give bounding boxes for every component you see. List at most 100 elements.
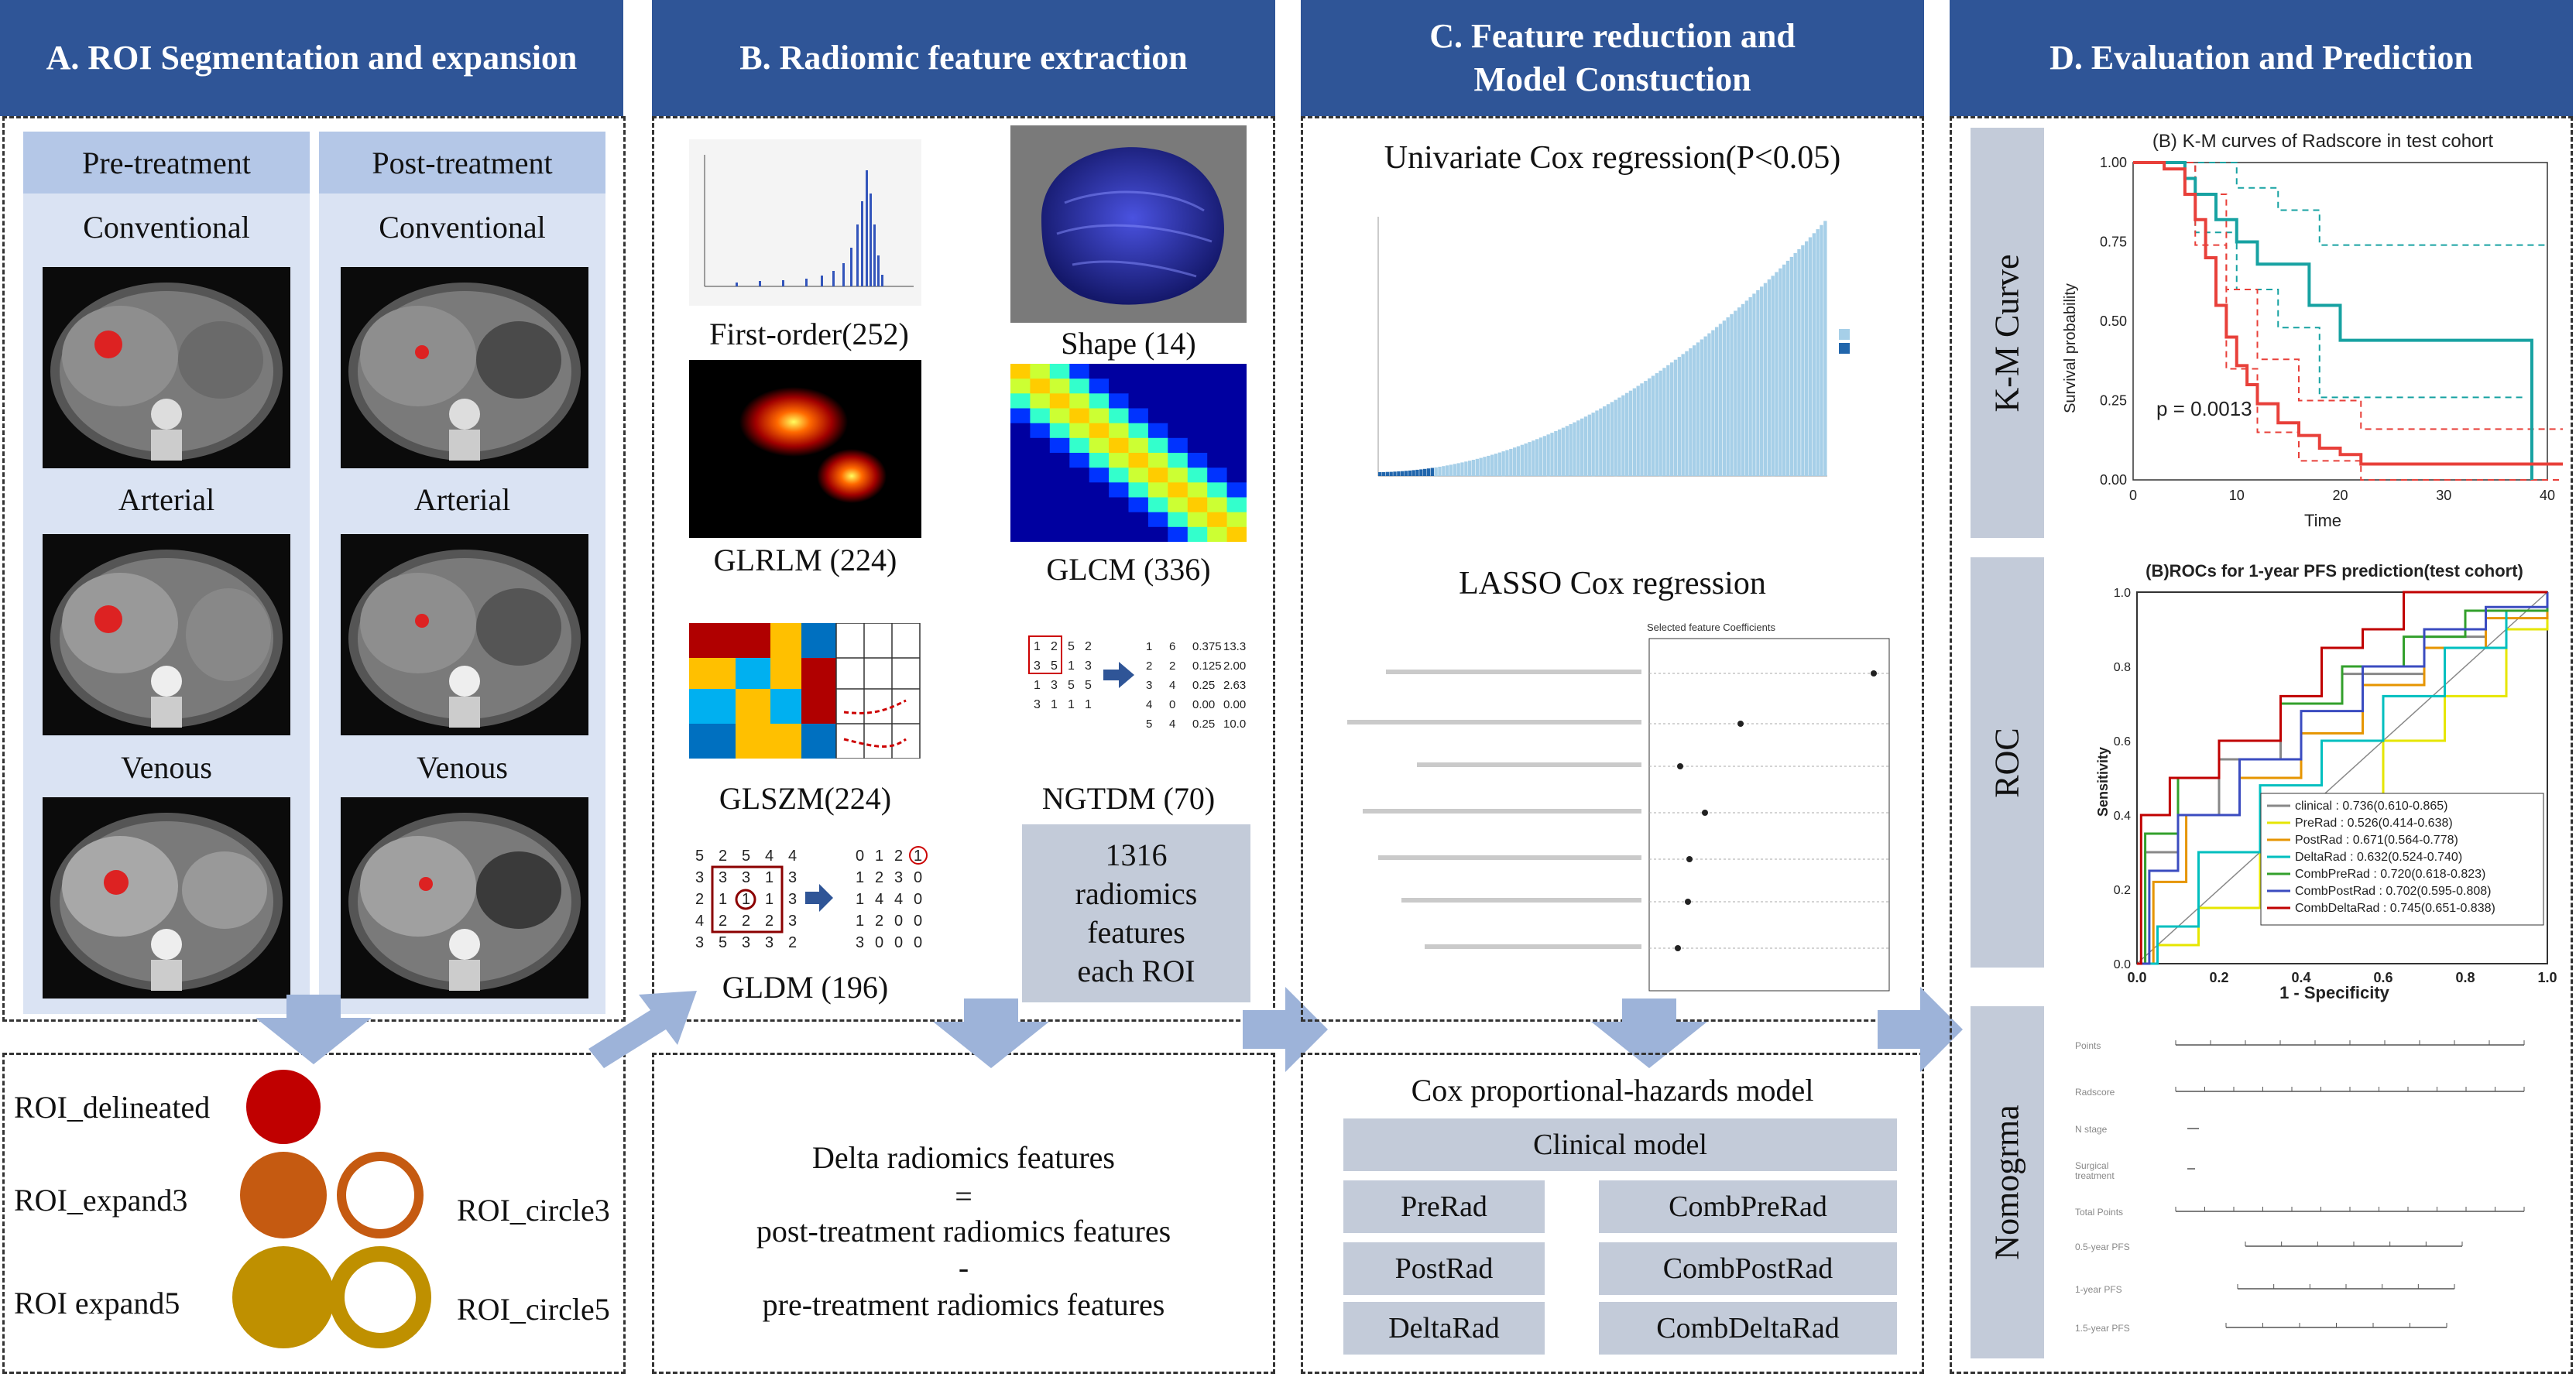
glcm-cell <box>1187 393 1208 409</box>
univariate-bar <box>1752 293 1756 476</box>
glcm-cell <box>1069 408 1090 424</box>
svg-text:0.00: 0.00 <box>1192 698 1215 711</box>
univariate-bar <box>1550 433 1554 476</box>
glcm-cell <box>1128 393 1149 409</box>
glcm-cell <box>1069 364 1090 379</box>
svg-text:5: 5 <box>1068 640 1075 653</box>
univariate-bar <box>1812 233 1816 476</box>
glcm-cell <box>1187 379 1208 394</box>
glcm-cell <box>1187 408 1208 424</box>
glcm-cell <box>1226 526 1247 542</box>
univariate-bar <box>1670 362 1674 476</box>
glcm-cell <box>1089 497 1110 513</box>
glcm-cell <box>1010 482 1031 498</box>
glcm-cell <box>1128 453 1149 468</box>
glcm-cell <box>1226 437 1247 454</box>
post-phase-venous: Venous <box>417 750 508 785</box>
svg-text:Points: Points <box>2075 1040 2101 1051</box>
km-curve-tab-label: K-M Curve <box>1988 253 2026 413</box>
svg-text:0.25: 0.25 <box>1192 718 1215 731</box>
glcm-cell <box>1168 408 1189 424</box>
univariate-bar <box>1700 339 1704 476</box>
km-ytick: 0.00 <box>2100 472 2127 488</box>
glcm-cell <box>1089 482 1110 498</box>
post-treatment-label: Post-treatment <box>319 132 605 194</box>
roc-legend-entry: PostRad : 0.671(0.564-0.778) <box>2295 834 2458 847</box>
svg-text:13.33: 13.33 <box>1223 640 1247 653</box>
univariate-bar <box>1497 452 1502 476</box>
univariate-bar <box>1707 333 1711 476</box>
roc-legend-entry: CombDeltaRad : 0.745(0.651-0.838) <box>2295 902 2495 915</box>
univariate-bar <box>1487 455 1490 476</box>
roc-xtick: 1.0 <box>2537 970 2557 985</box>
svg-text:1: 1 <box>719 891 727 908</box>
glcm-cell <box>1109 512 1129 528</box>
first-order-histogram <box>689 139 921 306</box>
svg-text:3: 3 <box>742 869 750 886</box>
glcm-cell <box>1069 393 1090 409</box>
univariate-bar <box>1711 330 1715 476</box>
roc-curve <box>2137 592 2549 965</box>
delta-pre: pre-treatment radiomics features <box>762 1287 1165 1322</box>
model-combprerad: CombPreRad <box>1599 1180 1897 1233</box>
univariate-bar <box>1621 395 1625 476</box>
univariate-bar <box>1532 440 1535 476</box>
glcm-cell <box>1010 379 1031 394</box>
glcm-cell <box>1128 408 1149 424</box>
svg-text:0: 0 <box>914 913 922 930</box>
univariate-bar <box>1576 420 1580 476</box>
glcm-cell <box>1147 364 1168 379</box>
roc-ytick: 0.0 <box>2114 958 2131 971</box>
svg-text:1: 1 <box>856 869 864 886</box>
glcm-cell <box>1128 512 1149 528</box>
univariate-bar <box>1625 392 1629 476</box>
glcm-cell <box>1010 453 1031 468</box>
glcm-cell <box>1109 468 1129 483</box>
svg-text:5: 5 <box>695 848 704 865</box>
glcm-cell <box>1168 468 1189 483</box>
glcm-cell <box>1168 393 1189 409</box>
univariate-bar <box>1442 466 1446 476</box>
svg-text:5: 5 <box>1068 679 1075 692</box>
pre-treatment-label: Pre-treatment <box>23 132 310 194</box>
glcm-cell <box>1109 364 1129 379</box>
univariate-bar <box>1648 378 1652 476</box>
svg-text:0.125: 0.125 <box>1192 659 1222 673</box>
glcm-cell <box>1128 468 1149 483</box>
lasso-title: LASSO Cox regression <box>1459 566 1766 601</box>
glcm-cell <box>1207 437 1228 454</box>
univariate-bar <box>1685 351 1689 476</box>
univariate-bar <box>1771 276 1775 477</box>
svg-text:1: 1 <box>765 869 773 886</box>
glcm-cell <box>1187 497 1208 513</box>
glcm-cell <box>1147 526 1168 542</box>
shape-label: Shape (14) <box>1061 326 1196 361</box>
svg-text:3: 3 <box>788 913 797 930</box>
univariate-bar <box>1483 457 1487 476</box>
roi-circle3-label: ROI_circle3 <box>457 1193 610 1228</box>
nomogram-tab: Nomogrma <box>1971 1006 2044 1358</box>
panel-b-title-text: B. Radiomic feature extraction <box>739 39 1188 77</box>
univariate-bar <box>1644 381 1648 476</box>
univariate-bar <box>1628 390 1633 476</box>
svg-text:0.25: 0.25 <box>1192 679 1215 692</box>
roc-ytick: 0.8 <box>2114 661 2131 674</box>
glcm-cell <box>1010 512 1031 528</box>
pre-phase-arterial: Arterial <box>118 482 215 517</box>
panel-b-bottom-box <box>652 1053 1275 1374</box>
glcm-cell <box>1226 379 1247 394</box>
univariate-bar <box>1696 342 1700 476</box>
cox-title: Cox proportional-hazards model <box>1411 1073 1814 1108</box>
univariate-bar <box>1411 470 1415 476</box>
glcm-cell <box>1226 364 1247 379</box>
roc-xlabel: 1 - Specificity <box>2279 983 2390 1002</box>
univariate-bar <box>1730 313 1734 476</box>
glcm-cell <box>1049 408 1070 424</box>
glcm-cell <box>1147 423 1168 439</box>
univariate-bar <box>1763 283 1768 476</box>
univariate-bar <box>1651 375 1655 476</box>
univariate-bar <box>1595 410 1599 476</box>
total-features-count: 1316 <box>1105 838 1168 872</box>
univariate-bar <box>1490 454 1494 476</box>
panel-a-title: A. ROI Segmentation and expansion <box>0 0 623 116</box>
